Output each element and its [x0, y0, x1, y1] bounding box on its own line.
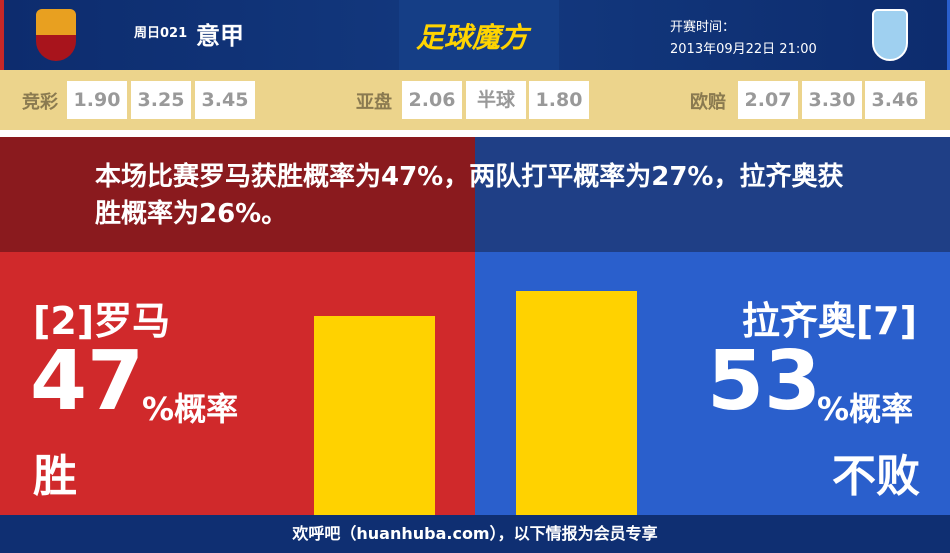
- away-team-name: 拉齐奥[7]: [741, 299, 917, 343]
- odds-value: 3.25: [131, 81, 191, 119]
- away-outcome: 不败: [832, 451, 920, 502]
- footer-banner[interactable]: 欢呼吧（huanhuba.com），以下情报为会员专享: [0, 515, 950, 553]
- odds-value: 1.90: [67, 81, 127, 119]
- home-percent: 47: [30, 334, 145, 429]
- odds-value: 1.80: [529, 81, 589, 119]
- league-name: 意甲: [196, 22, 244, 50]
- oupei-label: 欧赔: [690, 92, 726, 113]
- home-panel: [2]罗马 47 %概率 胜: [0, 252, 475, 515]
- home-percent-suffix: %概率: [142, 390, 239, 428]
- prediction-message: 本场比赛罗马获胜概率为47%，两队打平概率为27%，拉齐奥获胜概率为26%。: [95, 162, 844, 229]
- home-probability-bar: [314, 316, 435, 515]
- lazio-crest-icon: [872, 9, 908, 61]
- away-panel: 拉齐奥[7] 53 %概率 不败: [475, 252, 950, 515]
- jingcai-label: 竞彩: [22, 92, 58, 113]
- site-logo: 足球魔方: [416, 21, 529, 54]
- roma-crest-icon: [36, 9, 76, 61]
- home-team-name: [2]罗马: [33, 299, 171, 343]
- odds-value: 半球: [466, 81, 526, 119]
- kickoff-time: 2013年09月22日 21:00: [670, 42, 817, 57]
- match-number: 周日021: [134, 26, 188, 41]
- away-probability-bar: [516, 291, 637, 515]
- odds-value: 3.30: [802, 81, 862, 119]
- odds-value: 3.45: [195, 81, 255, 119]
- prediction-message-panel: 本场比赛罗马获胜概率为47%，两队打平概率为27%，拉齐奥获胜概率为26%。: [0, 137, 950, 252]
- away-percent-suffix: %概率: [817, 390, 914, 428]
- match-header: 周日021 意甲 足球魔方 开赛时间： 2013年09月22日 21:00: [0, 0, 950, 70]
- odds-value: 2.07: [738, 81, 798, 119]
- odds-value: 3.46: [865, 81, 925, 119]
- yapan-label: 亚盘: [356, 92, 392, 113]
- odds-bar: 竞彩 1.90 3.25 3.45 亚盘 2.06 半球 1.80 欧赔 2.0…: [0, 70, 950, 130]
- kickoff-label: 开赛时间：: [670, 20, 736, 35]
- odds-value: 2.06: [402, 81, 462, 119]
- home-outcome: 胜: [33, 451, 77, 502]
- away-percent: 53: [707, 334, 822, 429]
